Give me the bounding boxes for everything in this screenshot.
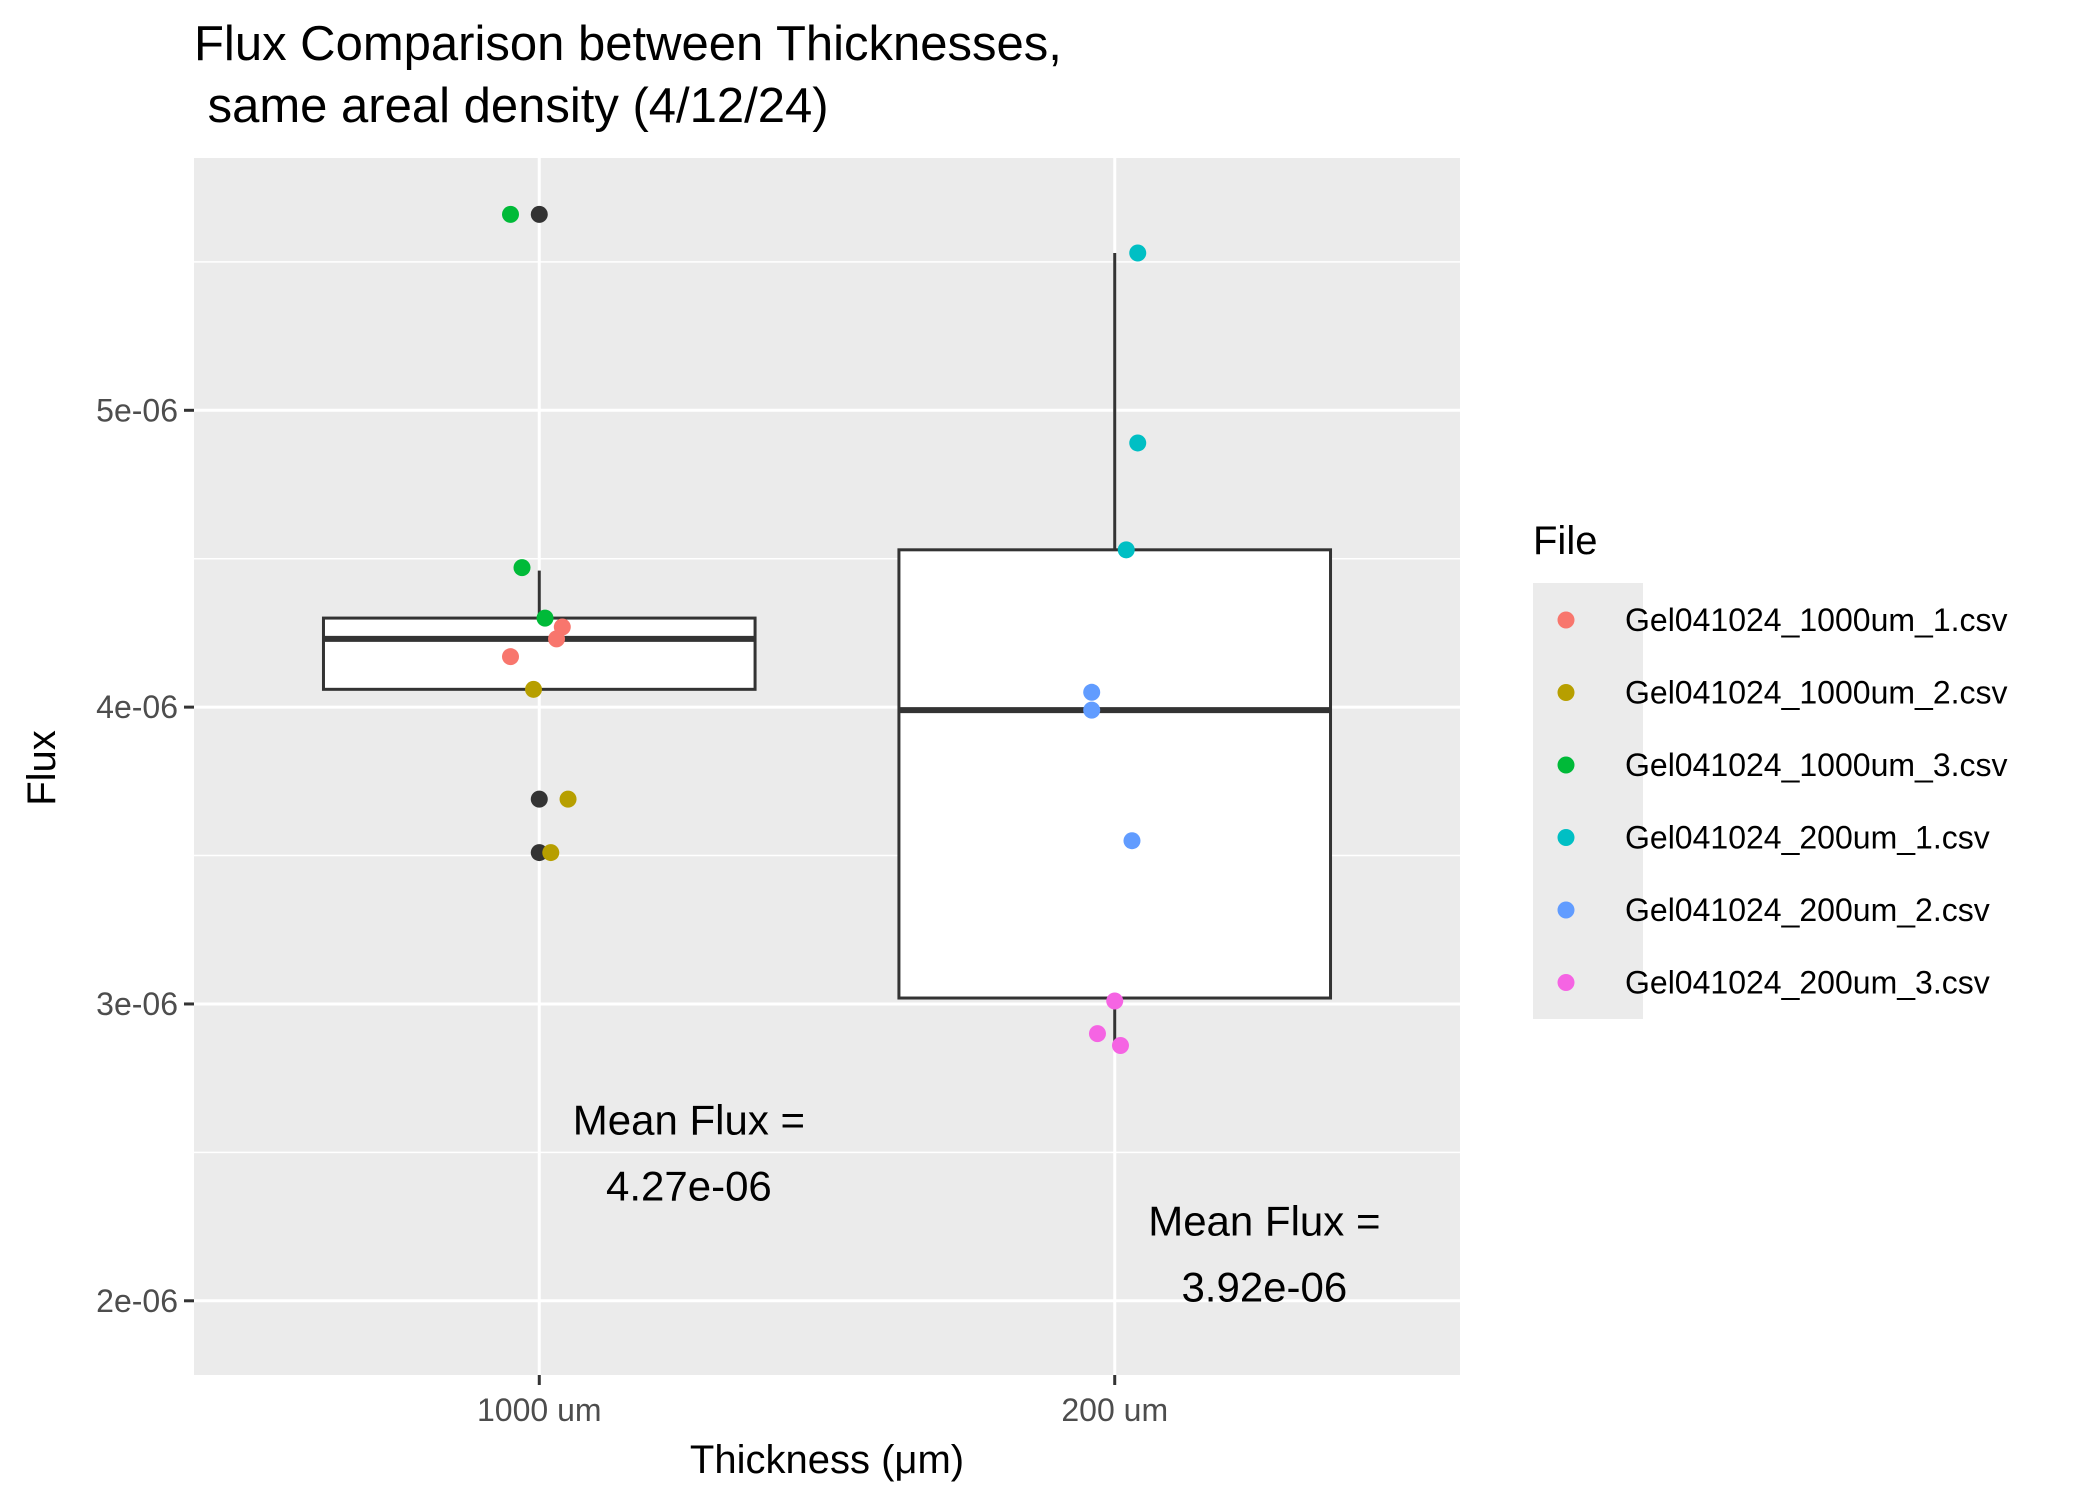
data-point <box>553 618 571 636</box>
legend-swatch <box>1557 901 1575 919</box>
data-point <box>1106 992 1124 1010</box>
legend-label: Gel041024_1000um_3.csv <box>1625 747 2008 783</box>
legend-swatch <box>1557 829 1575 846</box>
data-point <box>542 844 560 862</box>
box-iqr <box>897 548 1333 1000</box>
data-point <box>525 680 543 698</box>
data-point <box>559 790 577 808</box>
mean-flux-value: 3.92e-06 <box>1181 1263 1347 1310</box>
legend-swatch <box>1557 756 1575 774</box>
legend-label: Gel041024_200um_3.csv <box>1625 965 1990 1001</box>
data-point <box>1111 1037 1129 1055</box>
x-tick-label: 1000 um <box>477 1392 602 1428</box>
point-layer <box>502 205 1147 1055</box>
outlier-point <box>530 790 548 808</box>
legend-key-background <box>1533 583 1643 1019</box>
legend-label: Gel041024_1000um_1.csv <box>1625 602 2008 638</box>
y-tick-label: 4e-06 <box>96 689 178 725</box>
annotation-layer: Mean Flux = 4.27e-06 Mean Flux = 3.92e-06 <box>573 1096 1381 1310</box>
data-point <box>1117 541 1135 559</box>
y-tick-label: 3e-06 <box>96 986 178 1022</box>
data-point <box>1083 701 1101 719</box>
y-tick-label: 5e-06 <box>96 392 178 428</box>
data-point <box>1129 434 1147 452</box>
legend: File Gel041024_1000um_1.csv Gel041024_100… <box>1533 519 2008 1019</box>
box-iqr <box>321 616 757 691</box>
legend-swatch <box>1557 684 1575 701</box>
y-axis: 2e-06 3e-06 4e-06 5e-06 <box>96 392 194 1319</box>
outlier-point <box>530 205 548 223</box>
x-axis-title: Thickness (μm) <box>690 1438 964 1482</box>
mean-flux-value: 4.27e-06 <box>606 1162 772 1209</box>
data-point <box>1123 832 1141 850</box>
chart-title-line1: Flux Comparison between Thicknesses, <box>194 17 1062 71</box>
data-point <box>1129 244 1147 262</box>
legend-swatch <box>1557 974 1575 991</box>
chart-title-line2: same areal density (4/12/24) <box>194 79 829 133</box>
box-layer <box>321 205 1333 1046</box>
legend-label: Gel041024_1000um_2.csv <box>1625 675 2008 711</box>
data-point <box>1083 683 1101 701</box>
legend-swatch <box>1557 611 1575 629</box>
legend-label: Gel041024_200um_2.csv <box>1625 892 1990 928</box>
x-axis: 1000 um 200 um <box>477 1375 1168 1428</box>
data-point <box>502 648 519 666</box>
data-point <box>536 609 554 627</box>
mean-flux-label: Mean Flux = <box>1148 1197 1380 1244</box>
legend-title: File <box>1533 519 1597 563</box>
legend-label: Gel041024_200um_1.csv <box>1625 820 1990 856</box>
data-point <box>1088 1025 1106 1043</box>
data-point <box>502 205 519 223</box>
mean-flux-label: Mean Flux = <box>573 1096 805 1143</box>
data-point <box>513 559 531 577</box>
x-tick-label: 200 um <box>1061 1392 1168 1428</box>
y-axis-title: Flux <box>20 730 64 806</box>
y-tick-label: 2e-06 <box>96 1283 178 1319</box>
